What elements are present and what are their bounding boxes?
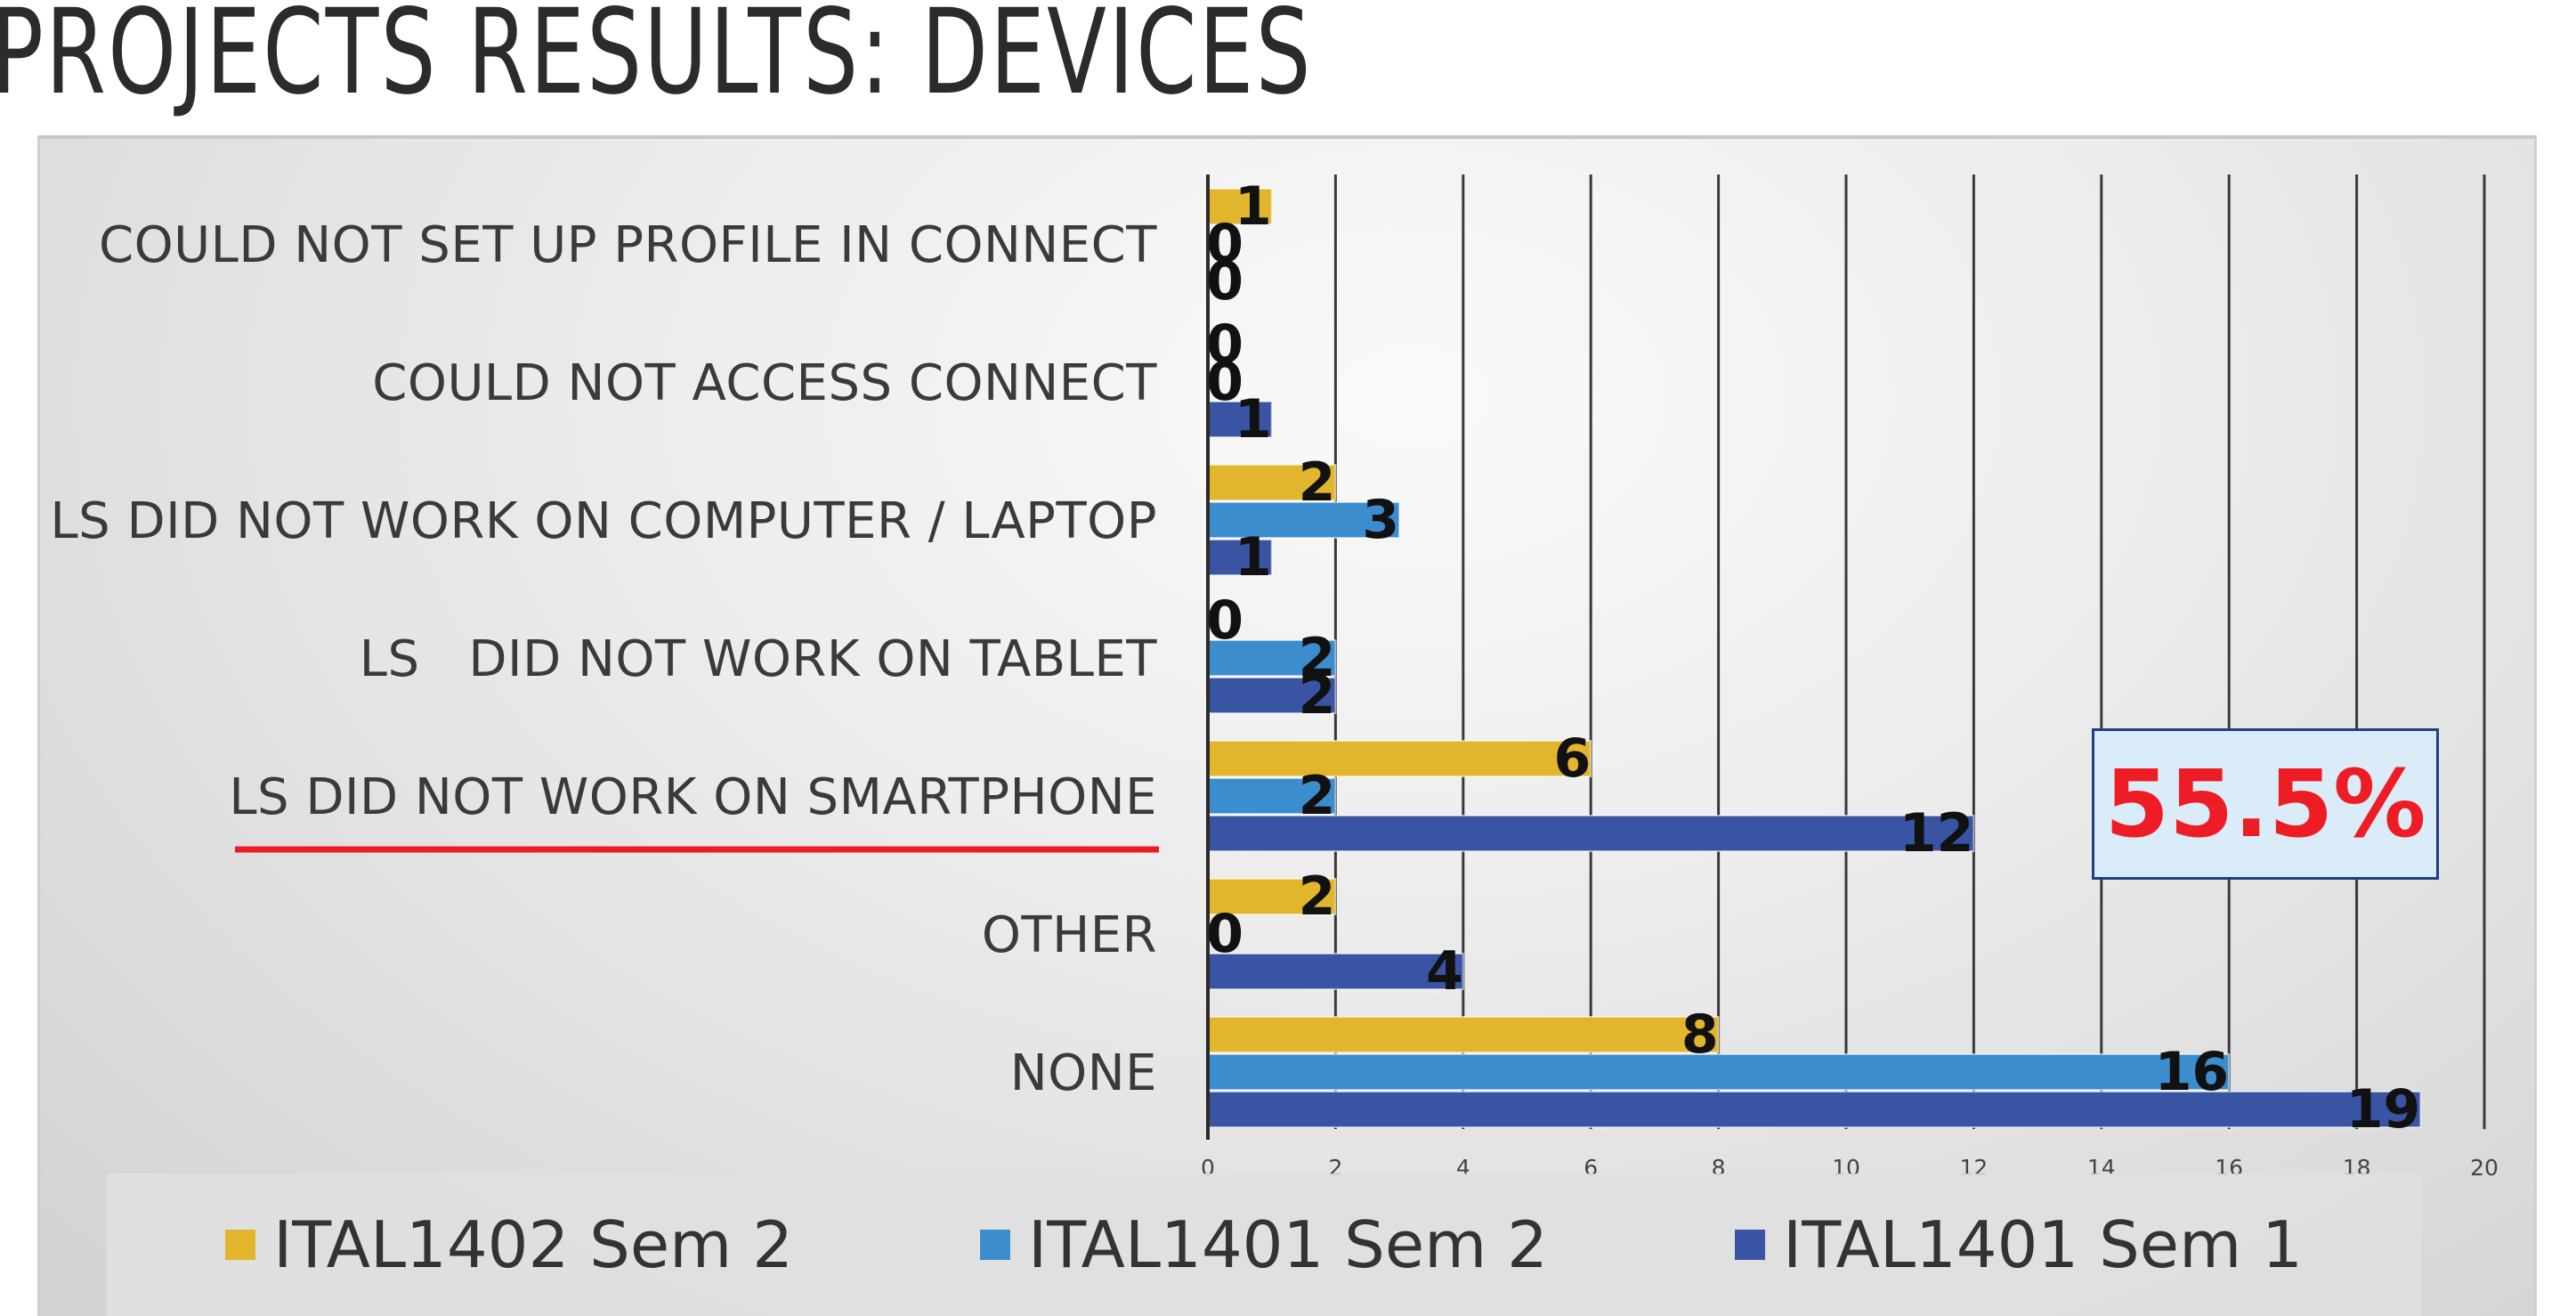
category-label: LS DID NOT WORK ON SMARTPHONE [229, 768, 1157, 826]
callout-percentage: 55.5% [2104, 750, 2426, 858]
x-tick-label: 20 [2470, 1155, 2499, 1181]
legend-swatch [980, 1230, 1011, 1260]
data-label: 0 [1206, 250, 1243, 313]
data-label: 1 [1235, 175, 1272, 238]
legend-swatch [1734, 1230, 1765, 1260]
data-label: 6 [1553, 727, 1591, 790]
bar-2 [1207, 953, 1464, 990]
chart-legend: ITAL1402 Sem 2 ITAL1401 Sem 2 ITAL1401 S… [107, 1174, 2421, 1316]
bar-2 [1207, 539, 1273, 576]
data-label: 0 [1206, 213, 1243, 275]
legend-item-ital1401-sem1: ITAL1401 Sem 1 [1734, 1207, 2303, 1282]
legend-item-ital1402-sem2: ITAL1402 Sem 2 [225, 1207, 793, 1282]
data-label: 2 [1299, 664, 1336, 727]
data-label: 19 [2346, 1078, 2421, 1141]
bar-1 [1207, 501, 1401, 539]
bar-2 [1207, 677, 1337, 714]
data-label: 0 [1206, 313, 1243, 376]
data-label: 2 [1299, 765, 1336, 827]
legend-item-ital1401-sem2: ITAL1401 Sem 2 [980, 1207, 1548, 1282]
category-label: LS DID NOT WORK ON COMPUTER / LAPTOP [50, 492, 1157, 550]
category-label: COULD NOT SET UP PROFILE IN CONNECT [99, 216, 1157, 274]
bar-0 [1207, 1016, 1720, 1053]
bar-0 [1207, 878, 1337, 915]
data-label: 12 [1900, 802, 1974, 865]
bar-1 [1207, 639, 1337, 677]
data-label: 8 [1681, 1003, 1719, 1066]
data-label: 16 [2155, 1041, 2230, 1103]
category-label: LS DID NOT WORK ON TABLET [360, 630, 1158, 688]
data-label: 1 [1235, 526, 1272, 589]
legend-label: ITAL1402 Sem 2 [273, 1207, 794, 1282]
bar-2 [1207, 1091, 2422, 1128]
data-label: 3 [1362, 489, 1399, 551]
callout-box: 55.5% [2092, 728, 2439, 880]
data-label: 2 [1299, 627, 1336, 689]
bar-0 [1207, 740, 1592, 777]
category-label: OTHER [982, 906, 1157, 964]
bar-1 [1207, 1053, 2231, 1091]
data-label: 0 [1206, 589, 1243, 652]
data-label: 0 [1206, 351, 1243, 413]
data-label: 2 [1299, 865, 1336, 928]
slide-title: PROJECTS RESULTS: DEVICES [0, 0, 1313, 121]
category-label: NONE [1010, 1044, 1157, 1102]
data-label: 1 [1235, 388, 1272, 451]
legend-swatch [225, 1230, 256, 1260]
data-label: 4 [1426, 940, 1463, 1003]
data-label: 2 [1299, 451, 1336, 514]
bar-2 [1207, 815, 1975, 852]
legend-label: ITAL1401 Sem 2 [1028, 1207, 1548, 1282]
data-label: 0 [1206, 903, 1243, 965]
category-label: COULD NOT ACCESS CONNECT [372, 354, 1157, 412]
legend-label: ITAL1401 Sem 1 [1782, 1207, 2303, 1282]
